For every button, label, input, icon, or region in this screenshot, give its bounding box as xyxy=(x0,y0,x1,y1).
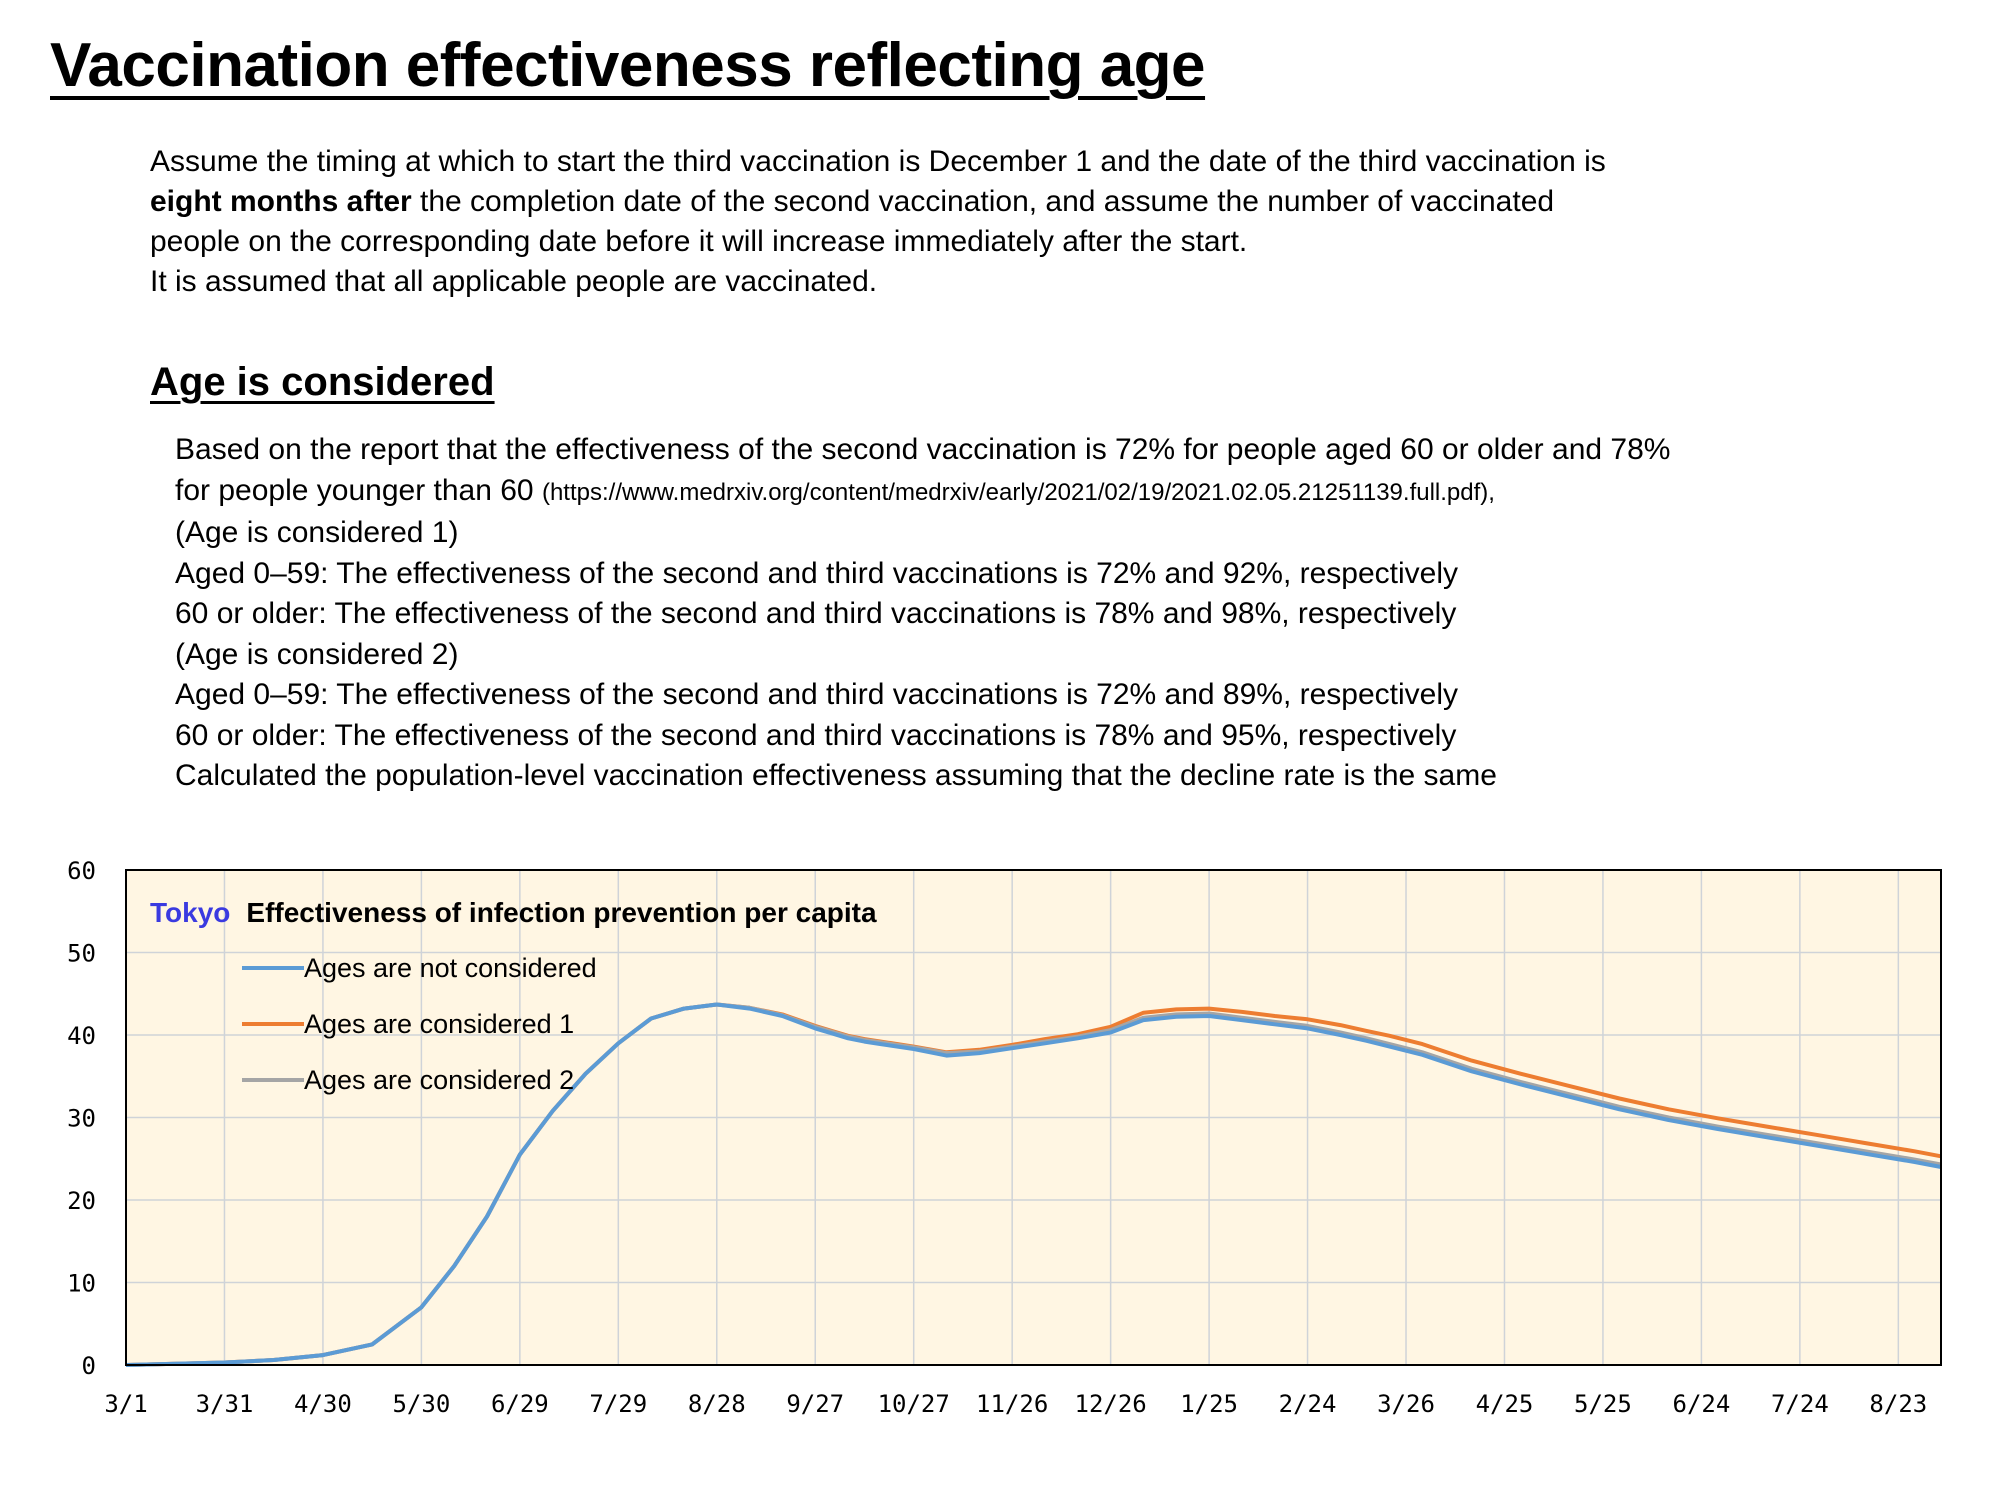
y-tick-label: 40 xyxy=(67,1022,96,1050)
chart-title: Tokyo Effectiveness of infection preventi… xyxy=(150,897,877,928)
chart-title-main: Effectiveness of infection prevention pe… xyxy=(246,897,877,928)
intro-emphasis: eight months after xyxy=(150,185,412,218)
intro-line: It is assumed that all applicable people… xyxy=(150,265,878,298)
details-line: 60 or older: The effectiveness of the se… xyxy=(175,597,1457,630)
x-tick-label: 8/23 xyxy=(1869,1390,1927,1418)
intro-line: eight months after the completion date o… xyxy=(150,182,1606,222)
intro-line: people on the corresponding date before … xyxy=(150,225,1248,258)
details-line: for people younger than 60 (https://www.… xyxy=(175,471,1670,514)
intro-line-rest: the completion date of the second vaccin… xyxy=(411,185,1555,218)
details-line: 60 or older: The effectiveness of the se… xyxy=(175,718,1457,752)
y-tick-label: 10 xyxy=(67,1270,96,1298)
x-tick-label: 7/24 xyxy=(1771,1390,1829,1418)
plot-border xyxy=(125,869,1942,1366)
x-tick-label: 10/27 xyxy=(878,1390,950,1418)
details-line: (Age is considered 2) xyxy=(175,637,459,671)
intro-paragraph: Assume the timing at which to start the … xyxy=(150,142,1606,302)
x-tick-label: 8/28 xyxy=(688,1390,746,1418)
y-tick-label: 0 xyxy=(82,1352,96,1380)
details-line: Calculated the population-level vaccinat… xyxy=(175,759,1497,792)
x-tick-label: 7/29 xyxy=(589,1390,647,1418)
y-tick-label: 30 xyxy=(67,1105,96,1133)
legend-label: Ages are not considered xyxy=(304,953,597,983)
y-axis-ticks: 0 10 20 30 40 50 60 xyxy=(67,857,96,1380)
x-tick-label: 11/26 xyxy=(976,1390,1048,1418)
legend: Ages are not considered Ages are consider… xyxy=(242,953,597,1095)
gridlines xyxy=(125,869,1941,1366)
effectiveness-chart: 0 10 20 30 40 50 60 3/1 3/31 4/30 5/30 6/29 7/29 8/2… xyxy=(67,857,1942,1418)
intro-line: Assume the timing at which to start the … xyxy=(150,145,1606,178)
details-line: Based on the report that the effectivene… xyxy=(175,433,1671,466)
x-tick-label: 3/1 xyxy=(104,1390,147,1418)
series-lines xyxy=(125,1002,1942,1367)
x-tick-label: 1/25 xyxy=(1180,1390,1238,1418)
x-tick-label: 4/30 xyxy=(294,1390,352,1418)
x-tick-label: 6/29 xyxy=(491,1390,549,1418)
x-tick-label: 5/30 xyxy=(392,1390,450,1418)
reference-url: (https://www.medrxiv.org/content/medrxiv… xyxy=(541,478,1495,506)
details-line: (Age is considered 1) xyxy=(175,516,459,549)
x-tick-label: 12/26 xyxy=(1075,1390,1147,1418)
y-tick-label: 60 xyxy=(67,857,96,885)
x-axis-ticks: 3/1 3/31 4/30 5/30 6/29 7/29 8/28 9/27 10/27 11/2… xyxy=(104,1390,1927,1418)
series-line xyxy=(125,1002,1942,1367)
x-tick-label: 2/24 xyxy=(1279,1390,1337,1418)
legend-label: Ages are considered 1 xyxy=(304,1009,574,1039)
y-tick-label: 50 xyxy=(67,940,96,968)
page-title: Vaccination effectiveness reflecting age xyxy=(50,31,1206,100)
details-line: Aged 0–59: The effectiveness of the seco… xyxy=(175,556,1459,590)
x-tick-label: 6/24 xyxy=(1673,1390,1731,1418)
x-tick-label: 3/31 xyxy=(196,1390,254,1418)
chart-title-region: Tokyo xyxy=(150,897,230,928)
y-tick-label: 20 xyxy=(67,1187,96,1215)
details-line: Aged 0–59: The effectiveness of the seco… xyxy=(175,678,1459,711)
x-tick-label: 4/25 xyxy=(1476,1390,1534,1418)
section-title: Age is considered xyxy=(150,360,495,404)
details-paragraph: Based on the report that the effectivene… xyxy=(175,430,1670,797)
legend-label: Ages are considered 2 xyxy=(304,1065,574,1095)
x-tick-label: 9/27 xyxy=(786,1390,844,1418)
details-line-text: for people younger than 60 xyxy=(175,473,542,507)
x-tick-label: 3/26 xyxy=(1377,1390,1435,1418)
x-tick-label: 5/25 xyxy=(1574,1390,1632,1418)
